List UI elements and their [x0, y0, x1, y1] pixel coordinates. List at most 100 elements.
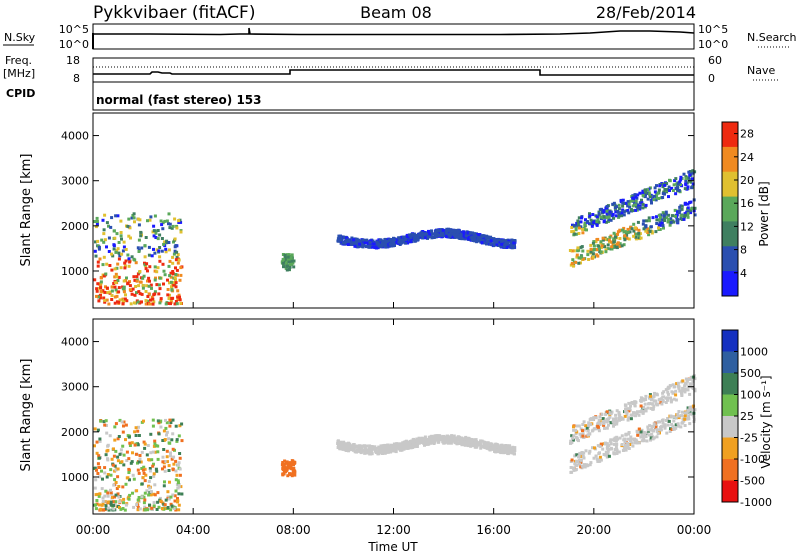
power-echo-cell — [109, 225, 113, 229]
velocity-echo-cell — [626, 443, 630, 447]
power-echo-cell — [657, 228, 661, 231]
velocity-echo-cell — [176, 463, 180, 467]
power-echo-cell — [355, 241, 359, 245]
velocity-echo-cell — [687, 408, 691, 412]
velocity-echo-cell — [667, 419, 671, 423]
velocity-echo-cell — [142, 465, 146, 469]
velocity-echo-cell — [676, 422, 680, 426]
velocity-echo-cell — [693, 408, 697, 412]
velocity-echo-cell — [131, 473, 135, 477]
station-title: Pykkvibaer (fitACF) — [93, 3, 255, 23]
power-echo-cell — [361, 238, 365, 242]
power-echo-cell — [661, 185, 665, 189]
power-echo-cell — [363, 244, 367, 248]
power-echo-cell — [167, 248, 171, 252]
velocity-echo-cell — [646, 428, 650, 432]
velocity-echo-cell — [625, 411, 629, 415]
velocity-echo-cell — [172, 455, 176, 459]
power-echo-cell — [673, 179, 677, 183]
power-echo-cell — [161, 221, 165, 225]
velocity-echo-cell — [666, 390, 670, 394]
power-echo-cell — [677, 189, 681, 192]
velocity-echo-cell — [508, 444, 511, 448]
power-echo-cell — [148, 265, 152, 269]
power-echo-cell — [113, 301, 117, 305]
velocity-echo-cell — [356, 449, 359, 452]
power-echo-cell — [401, 237, 405, 241]
velocity-echo-cell — [645, 439, 649, 443]
power-echo-cell — [112, 247, 116, 251]
power-echo-cell — [148, 218, 152, 222]
power-echo-cell — [601, 236, 605, 240]
velocity-echo-cell — [589, 417, 593, 421]
power-echo-cell — [595, 248, 599, 252]
power-echo-cell — [447, 233, 451, 237]
power-echo-cell — [623, 202, 626, 205]
power-echo-cell — [606, 220, 610, 223]
velocity-echo-cell — [286, 462, 290, 466]
velocity-echo-cell — [451, 435, 455, 439]
velocity-echo-cell — [447, 438, 450, 442]
power-echo-cell — [632, 234, 636, 238]
power-echo-cell — [132, 212, 136, 216]
power-echo-cell — [153, 278, 157, 282]
velocity-echo-cell — [633, 440, 637, 444]
velocity-echo-cell — [606, 453, 610, 456]
power-echo-cell — [154, 276, 157, 280]
power-echo-cell — [165, 219, 169, 223]
velocity-echo-cell — [670, 423, 674, 426]
power-echo-cell — [628, 230, 632, 234]
power-echo-cell — [583, 223, 587, 227]
power-echo-cell — [641, 222, 645, 226]
velocity-echo-cell — [388, 445, 392, 448]
velocity-echo-cell — [116, 467, 120, 471]
velocity-echo-cell — [614, 413, 618, 417]
power-echo-cell — [617, 215, 621, 219]
power-echo-cell — [158, 233, 162, 237]
velocity-echo-cell — [404, 442, 407, 446]
velocity-echo-cell — [683, 424, 687, 427]
velocity-echo-cell — [655, 430, 659, 433]
velocity-echo-cell — [572, 425, 575, 429]
power-echo-cell — [620, 214, 624, 218]
velocity-echo-cell — [100, 487, 104, 491]
velocity-colorbar-swatch — [722, 373, 738, 395]
velocity-echo-cell — [683, 387, 687, 391]
power-echo-cell — [650, 231, 654, 235]
power-echo-cell — [164, 250, 168, 254]
velocity-echo-cell — [103, 494, 107, 498]
power-echo-cell — [579, 220, 583, 224]
velocity-echo-cell — [166, 506, 170, 509]
power-echo-cell — [380, 242, 384, 245]
power-echo-cell — [93, 278, 97, 282]
power-echo-cell — [574, 228, 578, 232]
power-echo-cell — [152, 247, 155, 251]
velocity-echo-cell — [124, 423, 128, 427]
velocity-echo-cell — [484, 441, 488, 445]
velocity-echo-cell — [112, 447, 115, 451]
velocity-echo-cell — [176, 479, 180, 483]
velocity-echo-cell — [286, 463, 290, 467]
velocity-echo-cell — [147, 484, 151, 488]
velocity-echo-cell — [648, 433, 651, 437]
velocity-echo-cell — [143, 479, 147, 483]
velocity-echo-cell — [675, 416, 678, 420]
power-echo-cell — [603, 245, 606, 249]
power-echo-cell — [612, 201, 616, 205]
velocity-echo-cell — [577, 424, 581, 428]
power-echo-cell — [175, 226, 179, 230]
power-echo-cell — [475, 240, 479, 244]
velocity-echo-cell — [104, 419, 108, 423]
power-colorbar-swatch — [722, 171, 738, 198]
power-echo-cell — [153, 265, 157, 269]
velocity-colorbar-tick-label: 25 — [740, 410, 754, 423]
power-echo-cell — [642, 219, 646, 223]
velocity-echo-cell — [680, 410, 684, 414]
velocity-echo-cell — [105, 431, 109, 435]
power-echo-cell — [145, 262, 149, 266]
velocity-echo-cell — [383, 446, 387, 450]
power-echo-cell — [481, 234, 485, 238]
power-echo-cell — [105, 221, 109, 225]
power-echo-cell — [513, 239, 517, 242]
velocity-echo-cell — [110, 492, 114, 496]
